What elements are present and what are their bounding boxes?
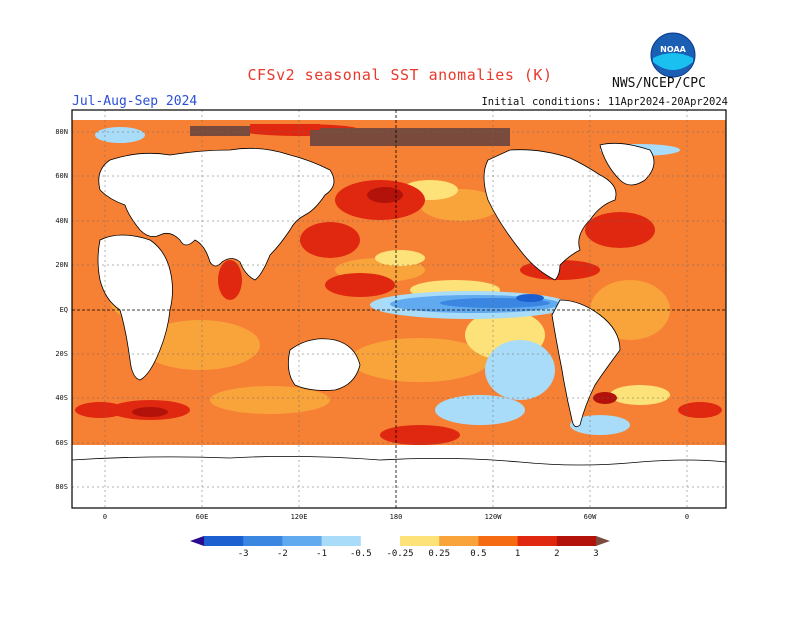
colorbar-segment: [478, 536, 519, 546]
noaa-logo: NOAA: [650, 32, 696, 78]
colorbar-segment: [400, 536, 440, 546]
map-frame: [71, 109, 727, 509]
lat-tick: 40N: [55, 217, 68, 225]
longitude-ticks: 0 60E 120E 180 120W 60W 0: [103, 513, 689, 521]
colorbar-segment: [204, 536, 244, 546]
latitude-ticks: 80N 60N 40N 20N EQ 20S 40S 60S 80S: [55, 128, 68, 491]
lon-tick: 60W: [584, 513, 597, 521]
colorbar-label: 0.25: [428, 549, 450, 559]
lat-tick: EQ: [60, 306, 68, 314]
initial-conditions-label: Initial conditions: 11Apr2024-20Apr2024: [481, 96, 728, 108]
colorbar-label: -0.25: [386, 549, 413, 559]
anomaly-field: [72, 110, 726, 508]
colorbar-label: -1: [316, 549, 327, 559]
lat-tick: 60N: [55, 172, 68, 180]
lon-tick: 0: [103, 513, 107, 521]
colorbar-label: 3: [593, 549, 598, 559]
lon-tick: 120W: [485, 513, 503, 521]
colorbar-left-triangle: [190, 536, 204, 546]
colorbar-segment: [360, 536, 401, 546]
lon-tick: 60E: [196, 513, 209, 521]
colorbar-label: 1: [515, 549, 520, 559]
lat-tick: 20S: [55, 350, 68, 358]
colorbar-label: -2: [277, 549, 288, 559]
colorbar-segment: [282, 536, 323, 546]
lon-tick: 0: [685, 513, 689, 521]
colorbar-segment: [556, 536, 597, 546]
colorbar-label: 0.5: [470, 549, 486, 559]
colorbar: -3 -2 -1 -0.5 -0.25 0.25 0.5 1 2 3: [190, 536, 610, 559]
lat-tick: 20N: [55, 261, 68, 269]
season-label: Jul-Aug-Sep 2024: [72, 94, 198, 109]
agency-label: NWS/NCEP/CPC: [612, 76, 706, 91]
lat-tick: 80S: [55, 483, 68, 491]
lon-tick: 120E: [291, 513, 308, 521]
colorbar-segment: [321, 536, 362, 546]
chart-title: CFSv2 seasonal SST anomalies (K): [247, 66, 553, 84]
colorbar-label: -0.5: [350, 549, 372, 559]
lat-tick: 40S: [55, 394, 68, 402]
lat-tick: 80N: [55, 128, 68, 136]
colorbar-label: -3: [238, 549, 249, 559]
lon-tick: 180: [390, 513, 403, 521]
colorbar-segment: [243, 536, 283, 546]
colorbar-right-triangle: [596, 536, 610, 546]
lat-tick: 60S: [55, 439, 68, 447]
colorbar-segment: [517, 536, 558, 546]
svg-text:NOAA: NOAA: [660, 45, 686, 54]
colorbar-segment: [439, 536, 479, 546]
colorbar-label: 2: [554, 549, 559, 559]
